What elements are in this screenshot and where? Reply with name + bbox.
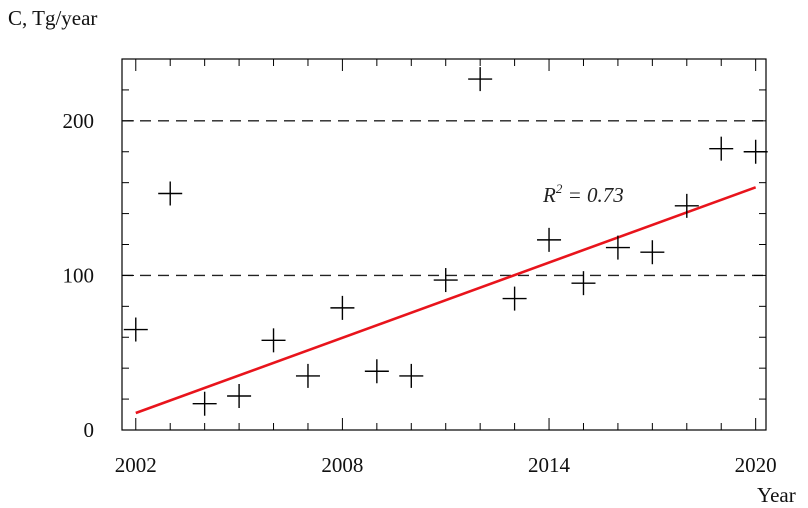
x-tick-label: 2002: [115, 453, 157, 477]
regression-line: [135, 186, 757, 415]
data-point: [537, 227, 562, 252]
data-point: [709, 136, 734, 161]
x-tick-label: 2014: [528, 453, 571, 477]
data-point: [468, 67, 493, 92]
data-point: [571, 271, 596, 296]
data-point: [227, 383, 252, 408]
plot-frame: [121, 58, 767, 431]
r-value: = 0.73: [562, 183, 624, 207]
data-point: [158, 181, 183, 206]
y-tick-label: 0: [84, 418, 95, 442]
data-point: [743, 139, 768, 164]
x-tick-label: 2008: [321, 453, 363, 477]
data-point: [192, 391, 217, 416]
data-point: [330, 295, 355, 320]
data-point: [295, 363, 320, 388]
y-tick-label: 100: [63, 263, 95, 287]
y-axis-label: C, Tg/year: [8, 6, 98, 30]
data-point: [674, 193, 699, 218]
data-point: [640, 240, 665, 265]
data-point: [261, 328, 286, 353]
r-symbol: R: [543, 183, 556, 207]
x-tick-label: 2020: [735, 453, 777, 477]
x-axis-label: Year: [757, 483, 796, 507]
data-point: [123, 317, 148, 342]
data-point: [502, 286, 527, 311]
y-tick-label: 200: [63, 109, 95, 133]
r-squared-annotation: R2 = 0.73: [543, 181, 624, 208]
data-point: [605, 235, 630, 260]
data-point: [433, 268, 458, 293]
data-point: [364, 359, 389, 384]
r-exponent: 2: [555, 181, 563, 196]
data-point: [399, 363, 424, 388]
